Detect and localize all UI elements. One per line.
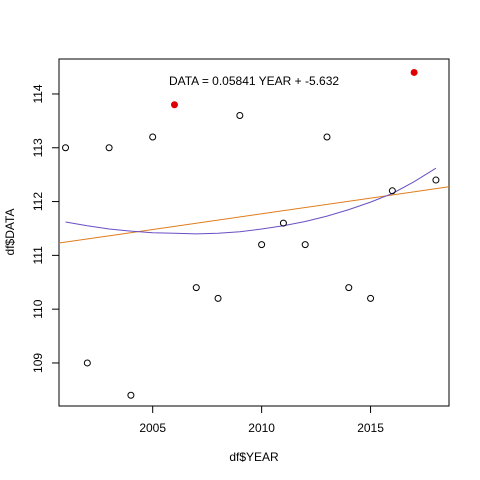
highlighted-point bbox=[410, 68, 418, 76]
data-point bbox=[323, 133, 331, 141]
linear-fit-line bbox=[59, 186, 449, 244]
data-point bbox=[258, 241, 266, 249]
quadratic-fit-curve bbox=[65, 167, 437, 235]
plot-frame bbox=[58, 58, 450, 407]
data-point bbox=[301, 241, 309, 249]
x-axis-label: df$YEAR bbox=[229, 450, 279, 464]
data-point bbox=[388, 187, 396, 195]
data-point bbox=[432, 176, 440, 184]
highlighted-point bbox=[170, 101, 178, 109]
y-tick-label: 110 bbox=[31, 299, 45, 318]
y-tick-label: 109 bbox=[31, 353, 45, 373]
x-tick-label: 2015 bbox=[357, 421, 384, 435]
data-point bbox=[105, 144, 113, 152]
data-point bbox=[279, 219, 287, 227]
y-axis-label: df$DATA bbox=[3, 209, 17, 256]
data-point bbox=[127, 391, 135, 399]
y-tick-label: 112 bbox=[31, 192, 45, 211]
plot-area: 2005 2010 2015 109 110 111 112 113 114 bbox=[31, 58, 450, 435]
x-tick-label: 2005 bbox=[139, 421, 166, 435]
y-tick-label: 113 bbox=[31, 138, 45, 157]
y-tick-label: 114 bbox=[31, 84, 45, 103]
data-point bbox=[214, 294, 222, 302]
x-tick-label: 2010 bbox=[248, 421, 275, 435]
data-point bbox=[83, 359, 91, 367]
data-point bbox=[236, 111, 244, 119]
y-tick-label: 111 bbox=[31, 246, 45, 265]
data-point bbox=[345, 284, 353, 292]
data-point bbox=[367, 294, 375, 302]
data-point bbox=[62, 144, 70, 152]
regression-equation: DATA = 0.05841 YEAR + -5.632 bbox=[169, 74, 339, 88]
data-point bbox=[149, 133, 157, 141]
data-point bbox=[192, 284, 200, 292]
